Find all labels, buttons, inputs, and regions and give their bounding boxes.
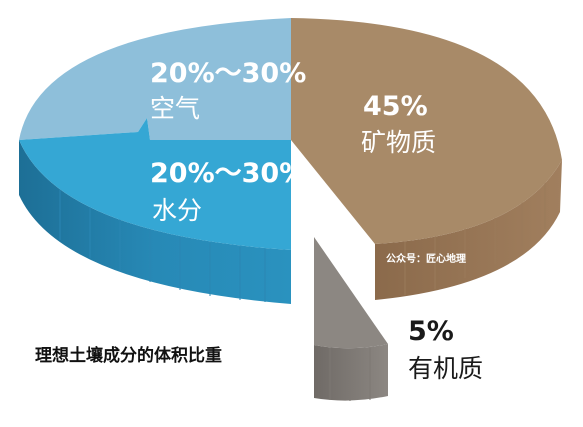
label-organic-value: 5% [408,316,454,347]
watermark-text: 公众号：匠心地理 [386,252,466,265]
slice-top-water [19,118,291,250]
label-air-value: 20%～30% [150,58,306,89]
slice-side-water [19,140,291,304]
label-mineral-name: 矿物质 [361,128,436,157]
slice-top-organic [314,237,388,349]
label-air-name: 空气 [150,94,200,123]
label-water-value: 20%～30% [150,158,306,189]
slice-side-mineral [375,160,562,300]
slice-side-organic [314,344,388,401]
label-water-name: 水分 [152,196,202,225]
label-organic-name: 有机质 [408,354,483,383]
water-side-ribs [59,186,266,302]
chart-title: 理想土壤成分的体积比重 [35,345,222,366]
slice-top-mineral [291,18,562,244]
organic-side-ribs [329,348,371,401]
slice-top-air [19,18,291,140]
label-mineral-value: 45% [363,91,428,122]
